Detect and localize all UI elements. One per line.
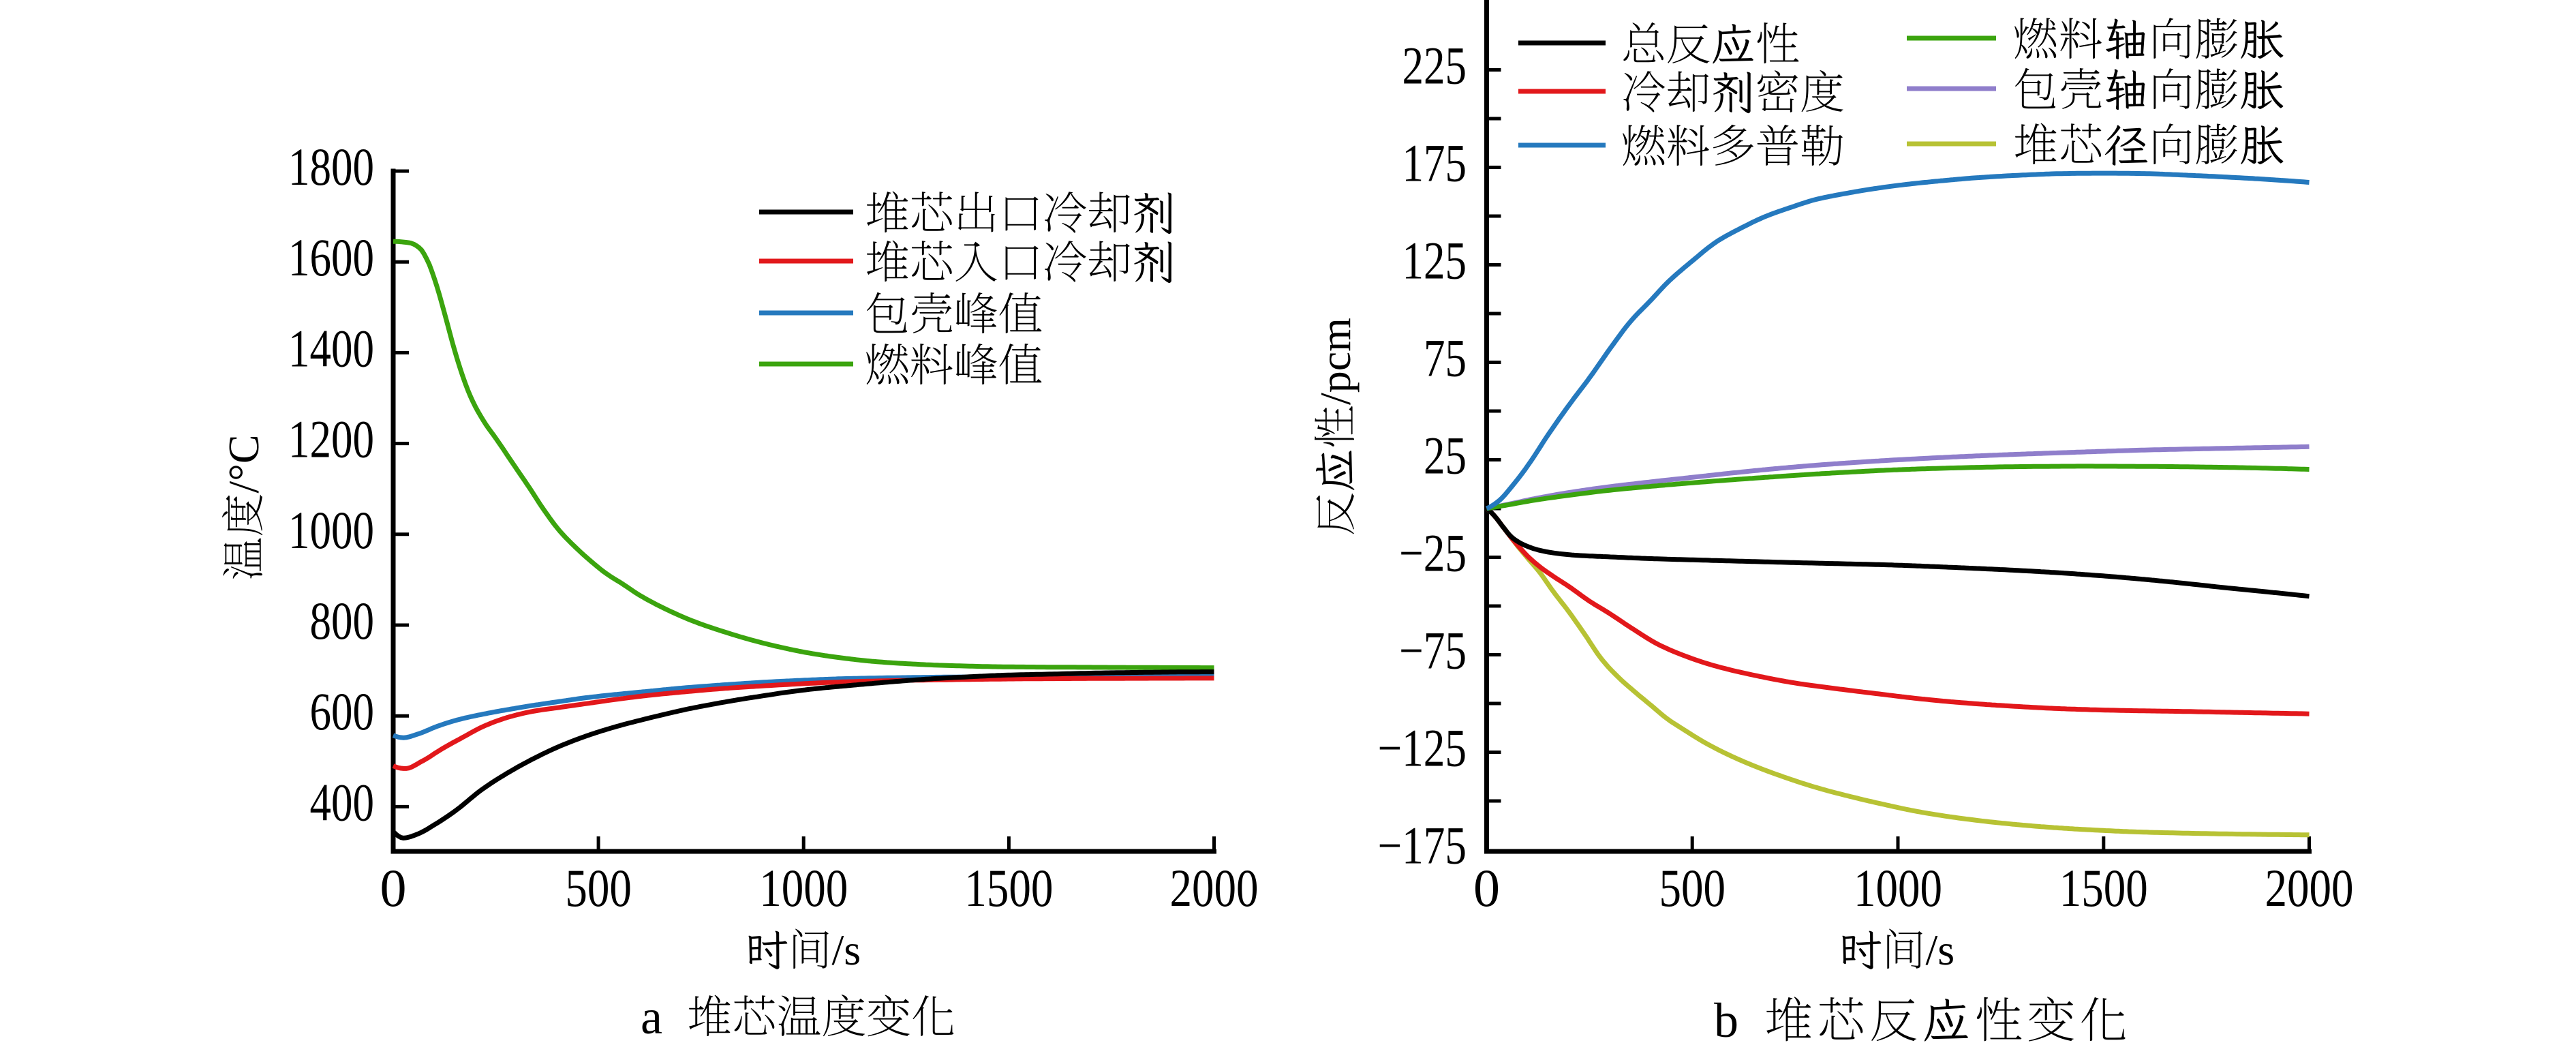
svg-text:400: 400 <box>310 772 375 832</box>
svg-text:b: b <box>1714 993 1738 1045</box>
svg-text:1000: 1000 <box>1854 858 1942 918</box>
svg-text:/s: /s <box>832 926 861 974</box>
svg-text:800: 800 <box>310 591 375 650</box>
svg-text:75: 75 <box>1424 329 1467 388</box>
svg-text:0: 0 <box>1473 858 1500 918</box>
svg-text:1800: 1800 <box>288 137 374 196</box>
svg-text:1000: 1000 <box>288 500 374 560</box>
svg-text:−125: −125 <box>1378 718 1467 778</box>
svg-text:2000: 2000 <box>1170 858 1259 918</box>
svg-text:125: 125 <box>1402 231 1467 290</box>
svg-text:2000: 2000 <box>2265 858 2354 918</box>
svg-text:0: 0 <box>380 858 407 918</box>
svg-text:500: 500 <box>565 858 632 918</box>
svg-text:1600: 1600 <box>288 228 374 287</box>
svg-text:/°C: /°C <box>219 434 268 493</box>
svg-text:/s: /s <box>1926 926 1955 974</box>
svg-text:1400: 1400 <box>288 318 374 378</box>
svg-text:−75: −75 <box>1399 621 1467 680</box>
svg-text:−175: −175 <box>1378 816 1467 875</box>
svg-text:1500: 1500 <box>964 858 1053 918</box>
svg-text:25: 25 <box>1424 426 1467 485</box>
svg-text:500: 500 <box>1659 858 1726 918</box>
svg-text:175: 175 <box>1402 134 1467 193</box>
svg-text:/pcm: /pcm <box>1311 318 1360 405</box>
svg-text:600: 600 <box>310 682 375 741</box>
svg-text:1200: 1200 <box>288 410 374 469</box>
svg-text:1000: 1000 <box>759 858 848 918</box>
svg-text:1500: 1500 <box>2059 858 2148 918</box>
svg-text:a: a <box>641 990 662 1044</box>
svg-text:−25: −25 <box>1399 524 1467 583</box>
svg-text:225: 225 <box>1402 36 1467 95</box>
